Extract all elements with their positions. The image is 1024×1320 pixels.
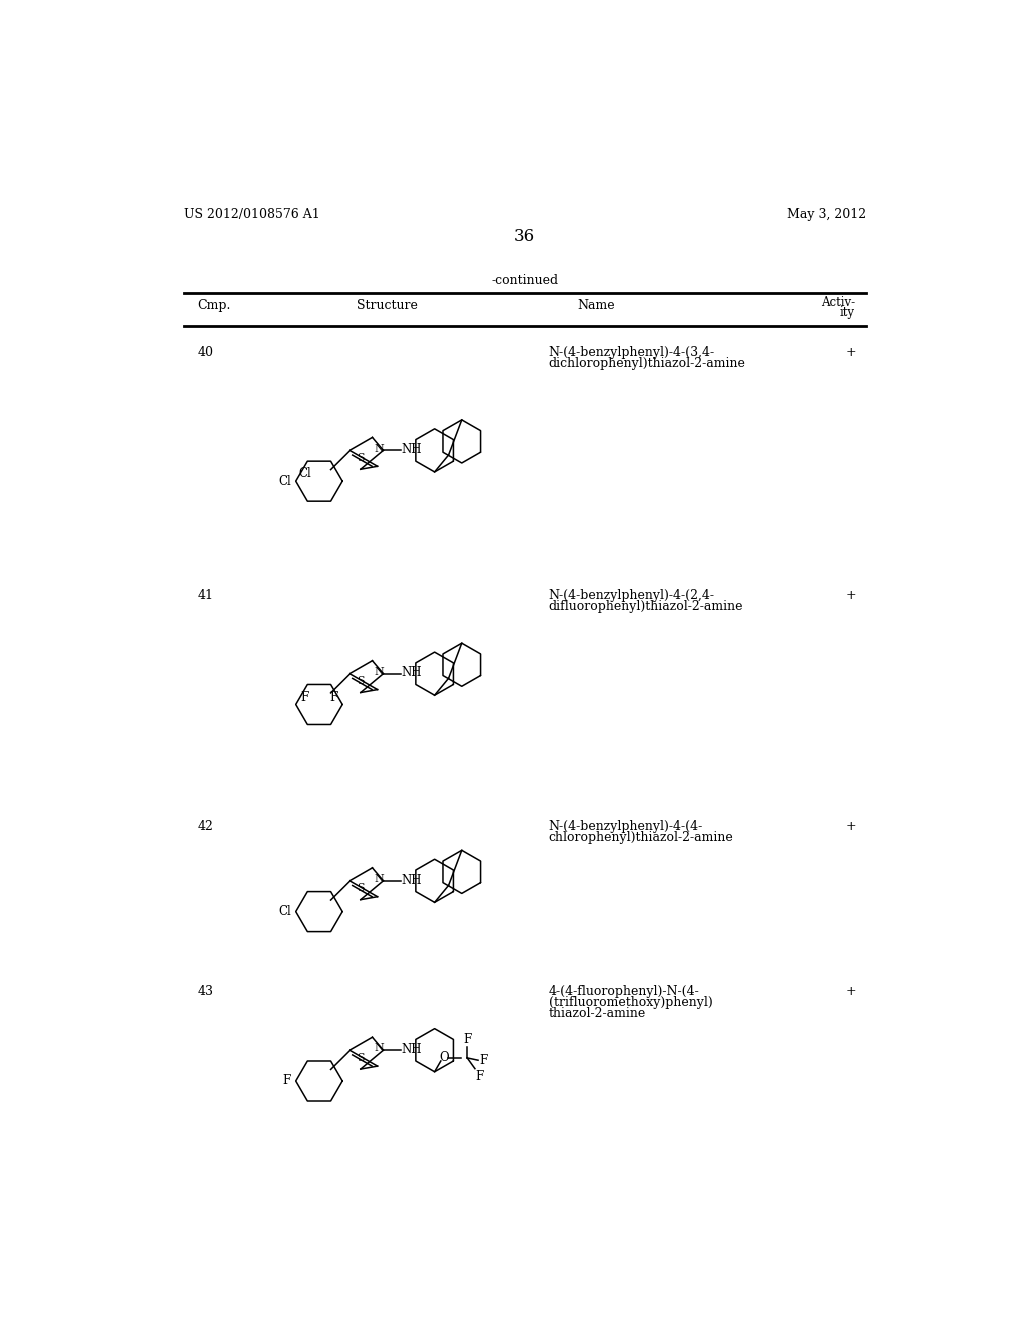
Text: -continued: -continued <box>492 275 558 286</box>
Text: F: F <box>476 1071 484 1084</box>
Text: chlorophenyl)thiazol-2-amine: chlorophenyl)thiazol-2-amine <box>549 830 733 843</box>
Text: N-(4-benzylphenyl)-4-(3,4-: N-(4-benzylphenyl)-4-(3,4- <box>549 346 715 359</box>
Text: 43: 43 <box>198 985 214 998</box>
Text: N: N <box>375 874 385 884</box>
Text: N: N <box>375 1043 385 1053</box>
Text: F: F <box>283 1074 291 1088</box>
Text: 40: 40 <box>198 346 214 359</box>
Text: N-(4-benzylphenyl)-4-(2,4-: N-(4-benzylphenyl)-4-(2,4- <box>549 589 715 602</box>
Text: NH: NH <box>401 444 422 457</box>
Text: NH: NH <box>401 667 422 680</box>
Text: ity: ity <box>840 306 855 319</box>
Text: S: S <box>357 676 365 686</box>
Text: S: S <box>357 453 365 463</box>
Text: 42: 42 <box>198 820 214 833</box>
Text: N-(4-benzylphenyl)-4-(4-: N-(4-benzylphenyl)-4-(4- <box>549 820 703 833</box>
Text: Cmp.: Cmp. <box>198 300 231 313</box>
Text: +: + <box>846 589 856 602</box>
Text: F: F <box>463 1032 471 1045</box>
Text: +: + <box>846 346 856 359</box>
Text: F: F <box>300 690 308 704</box>
Text: O: O <box>439 1052 449 1064</box>
Text: Structure: Structure <box>357 300 418 313</box>
Text: May 3, 2012: May 3, 2012 <box>786 209 866 222</box>
Text: difluorophenyl)thiazol-2-amine: difluorophenyl)thiazol-2-amine <box>549 599 743 612</box>
Text: NH: NH <box>401 874 422 887</box>
Text: N: N <box>375 444 385 454</box>
Text: Cl: Cl <box>279 475 291 487</box>
Text: N: N <box>375 667 385 677</box>
Text: 4-(4-fluorophenyl)-N-(4-: 4-(4-fluorophenyl)-N-(4- <box>549 985 699 998</box>
Text: S: S <box>357 1053 365 1063</box>
Text: 41: 41 <box>198 589 214 602</box>
Text: NH: NH <box>401 1043 422 1056</box>
Text: F: F <box>330 690 338 704</box>
Text: Cl: Cl <box>299 467 311 480</box>
Text: Activ-: Activ- <box>821 296 855 309</box>
Text: Cl: Cl <box>279 906 291 919</box>
Text: thiazol-2-amine: thiazol-2-amine <box>549 1007 646 1020</box>
Text: S: S <box>357 883 365 894</box>
Text: dichlorophenyl)thiazol-2-amine: dichlorophenyl)thiazol-2-amine <box>549 358 745 370</box>
Text: F: F <box>479 1053 487 1067</box>
Text: (trifluoromethoxy)phenyl): (trifluoromethoxy)phenyl) <box>549 997 713 1010</box>
Text: +: + <box>846 985 856 998</box>
Text: US 2012/0108576 A1: US 2012/0108576 A1 <box>183 209 319 222</box>
Text: Name: Name <box>578 300 615 313</box>
Text: +: + <box>846 820 856 833</box>
Text: 36: 36 <box>514 227 536 244</box>
